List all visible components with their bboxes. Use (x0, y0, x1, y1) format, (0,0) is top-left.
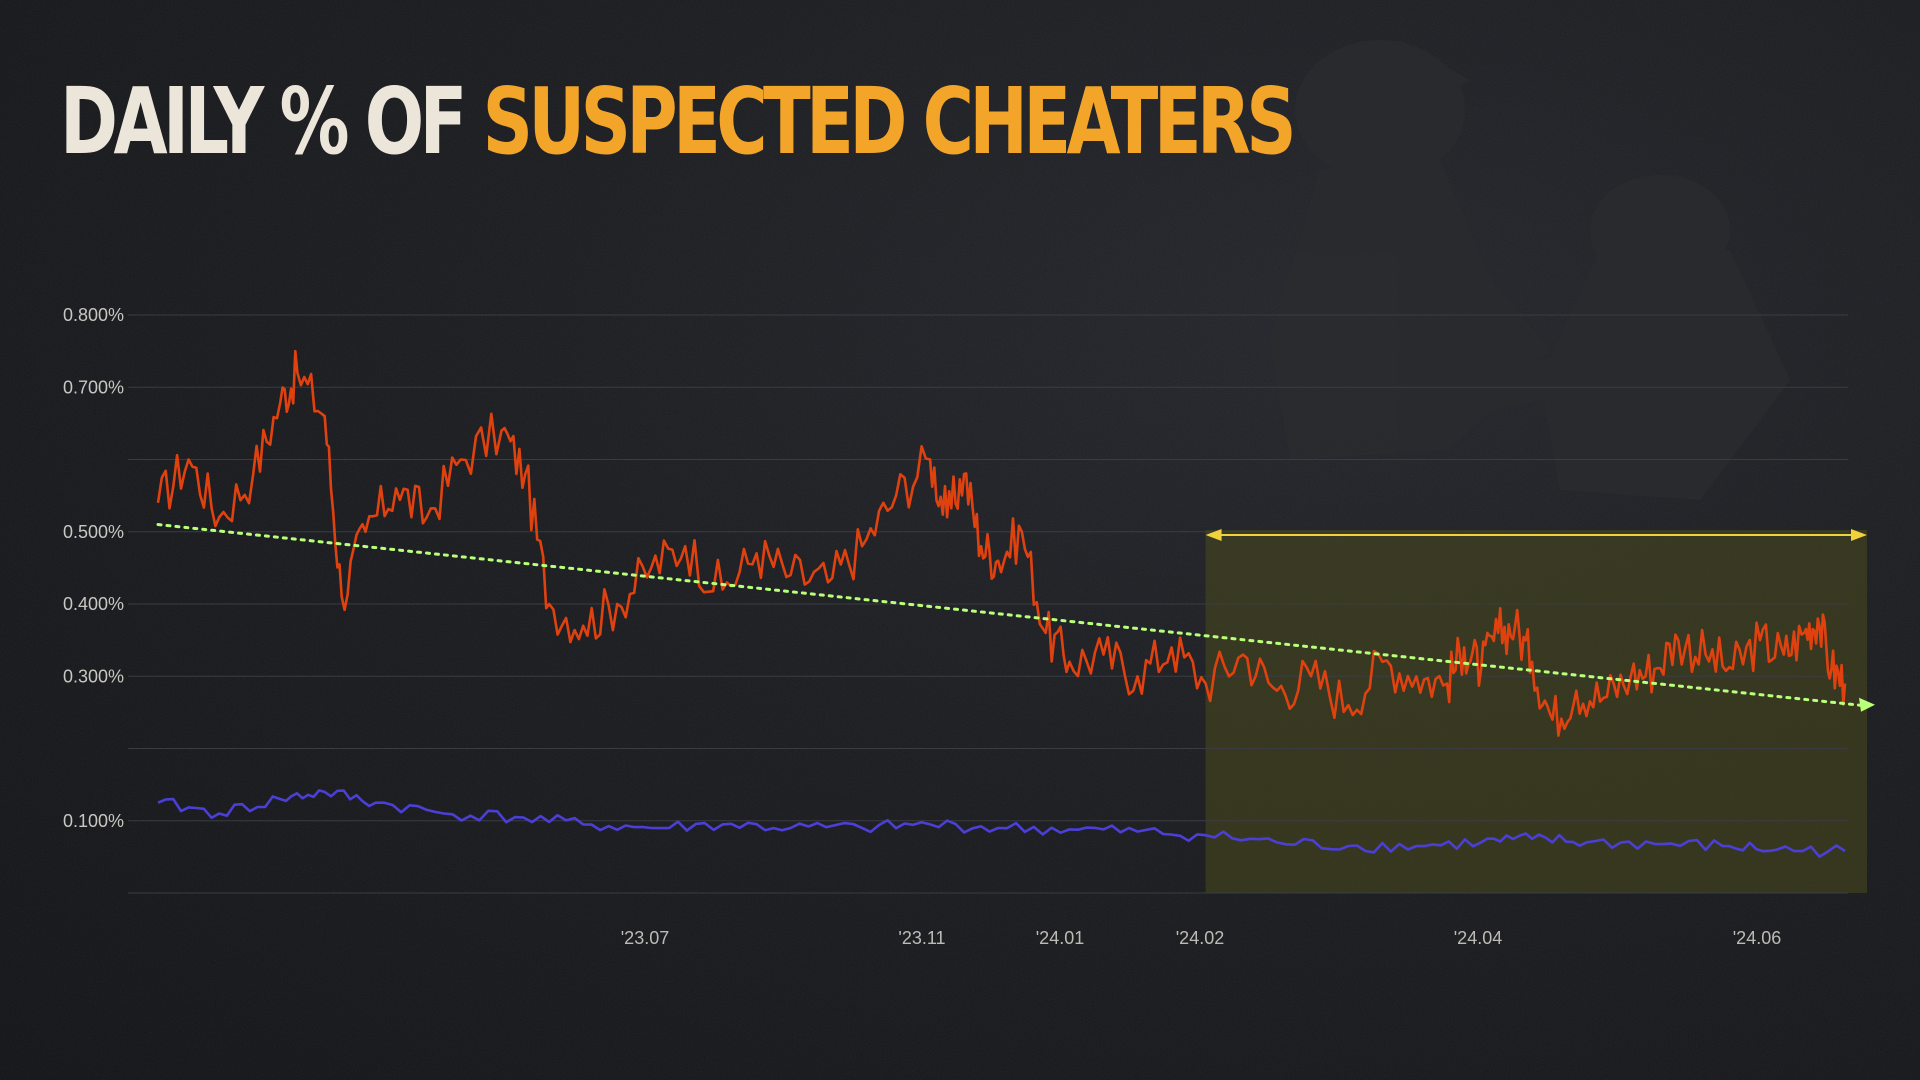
title-part-orange: SUSPECTED CHEATERS (482, 68, 1297, 175)
y-tick-label: 0.800% (63, 305, 124, 325)
highlight-region (1205, 530, 1867, 893)
x-tick-label: '24.02 (1176, 928, 1224, 948)
page-title: DAILY % OF SUSPECTED CHEATERS (60, 76, 1297, 168)
y-tick-label: 0.300% (63, 666, 124, 686)
trendline (156, 523, 1867, 708)
x-tick-label: '23.07 (621, 928, 669, 948)
range-arrow-right-head (1851, 529, 1867, 541)
x-tick-label: '24.01 (1036, 928, 1084, 948)
x-tick-label: '24.04 (1454, 928, 1502, 948)
series-line-orange (156, 349, 1847, 737)
series-line-purple (157, 789, 1846, 858)
trendline-arrowhead (1859, 697, 1875, 712)
y-tick-label: 0.700% (63, 377, 124, 397)
y-tick-label: 0.500% (63, 522, 124, 542)
x-tick-label: '23.11 (898, 928, 945, 948)
x-tick-label: '24.06 (1733, 928, 1781, 948)
y-tick-label: 0.400% (63, 594, 124, 614)
range-arrow-left-head (1205, 529, 1222, 541)
title-part-white: DAILY % OF (60, 68, 467, 175)
y-tick-label: 0.100% (63, 811, 124, 831)
